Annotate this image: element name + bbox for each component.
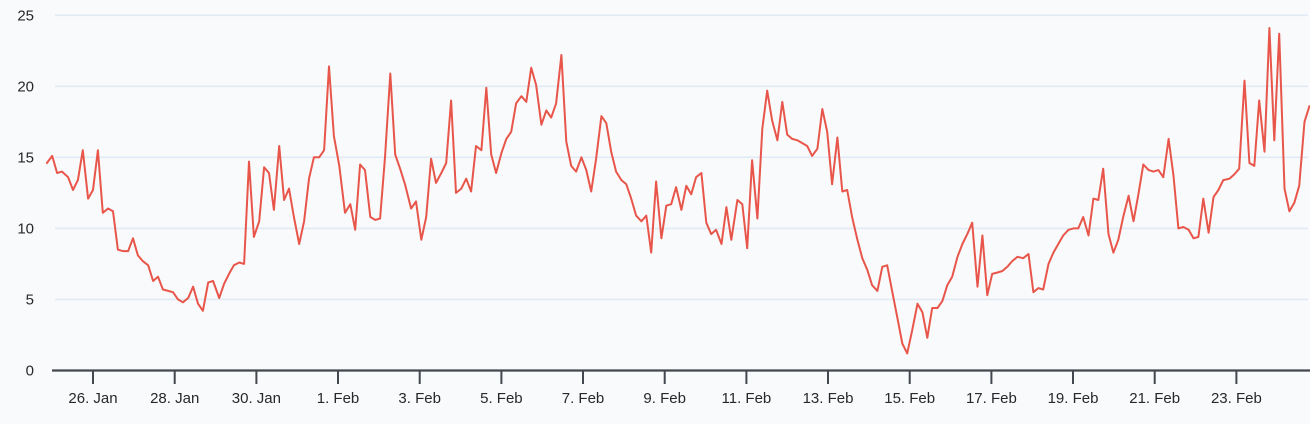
x-axis-tick-label: 21. Feb: [1129, 390, 1180, 407]
y-axis-tick-label: 5: [26, 292, 34, 309]
x-axis-tick-label: 5. Feb: [480, 390, 523, 407]
y-axis-tick-label: 15: [17, 150, 34, 167]
x-axis-tick-label: 9. Feb: [643, 390, 686, 407]
x-axis-tick-label: 30. Jan: [232, 390, 281, 407]
y-axis-tick-label: 25: [17, 7, 34, 24]
series-line: [45, 27, 1310, 355]
x-axis-tick-label: 17. Feb: [966, 390, 1017, 407]
y-axis-tick-label: 0: [26, 363, 34, 380]
y-axis-tick-label: 20: [17, 79, 34, 96]
y-axis-tick-label: 10: [17, 221, 34, 238]
x-axis-tick-label: 13. Feb: [803, 390, 854, 407]
x-axis-tick-label: 23. Feb: [1211, 390, 1262, 407]
x-axis-tick-label: 26. Jan: [68, 390, 117, 407]
gridlines: [55, 14, 1308, 301]
x-axis-tick-label: 3. Feb: [398, 390, 441, 407]
x-axis-tick-label: 11. Feb: [722, 390, 772, 407]
x-axis-tick-label: 28. Jan: [150, 390, 199, 407]
x-axis-tick-label: 19. Feb: [1048, 390, 1099, 407]
x-axis-tick-label: 1. Feb: [317, 390, 360, 407]
x-axis-tick-label: 15. Feb: [884, 390, 935, 407]
x-axis-labels: 26. Jan 28. Jan 30. Jan 1. Feb 3. Feb 5. Feb 7…: [68, 390, 1261, 407]
y-axis-labels: 0 5 10 15 20 25: [17, 7, 34, 379]
x-axis-ticks: [92, 371, 1238, 384]
x-axis-tick-label: 7. Feb: [562, 390, 605, 407]
